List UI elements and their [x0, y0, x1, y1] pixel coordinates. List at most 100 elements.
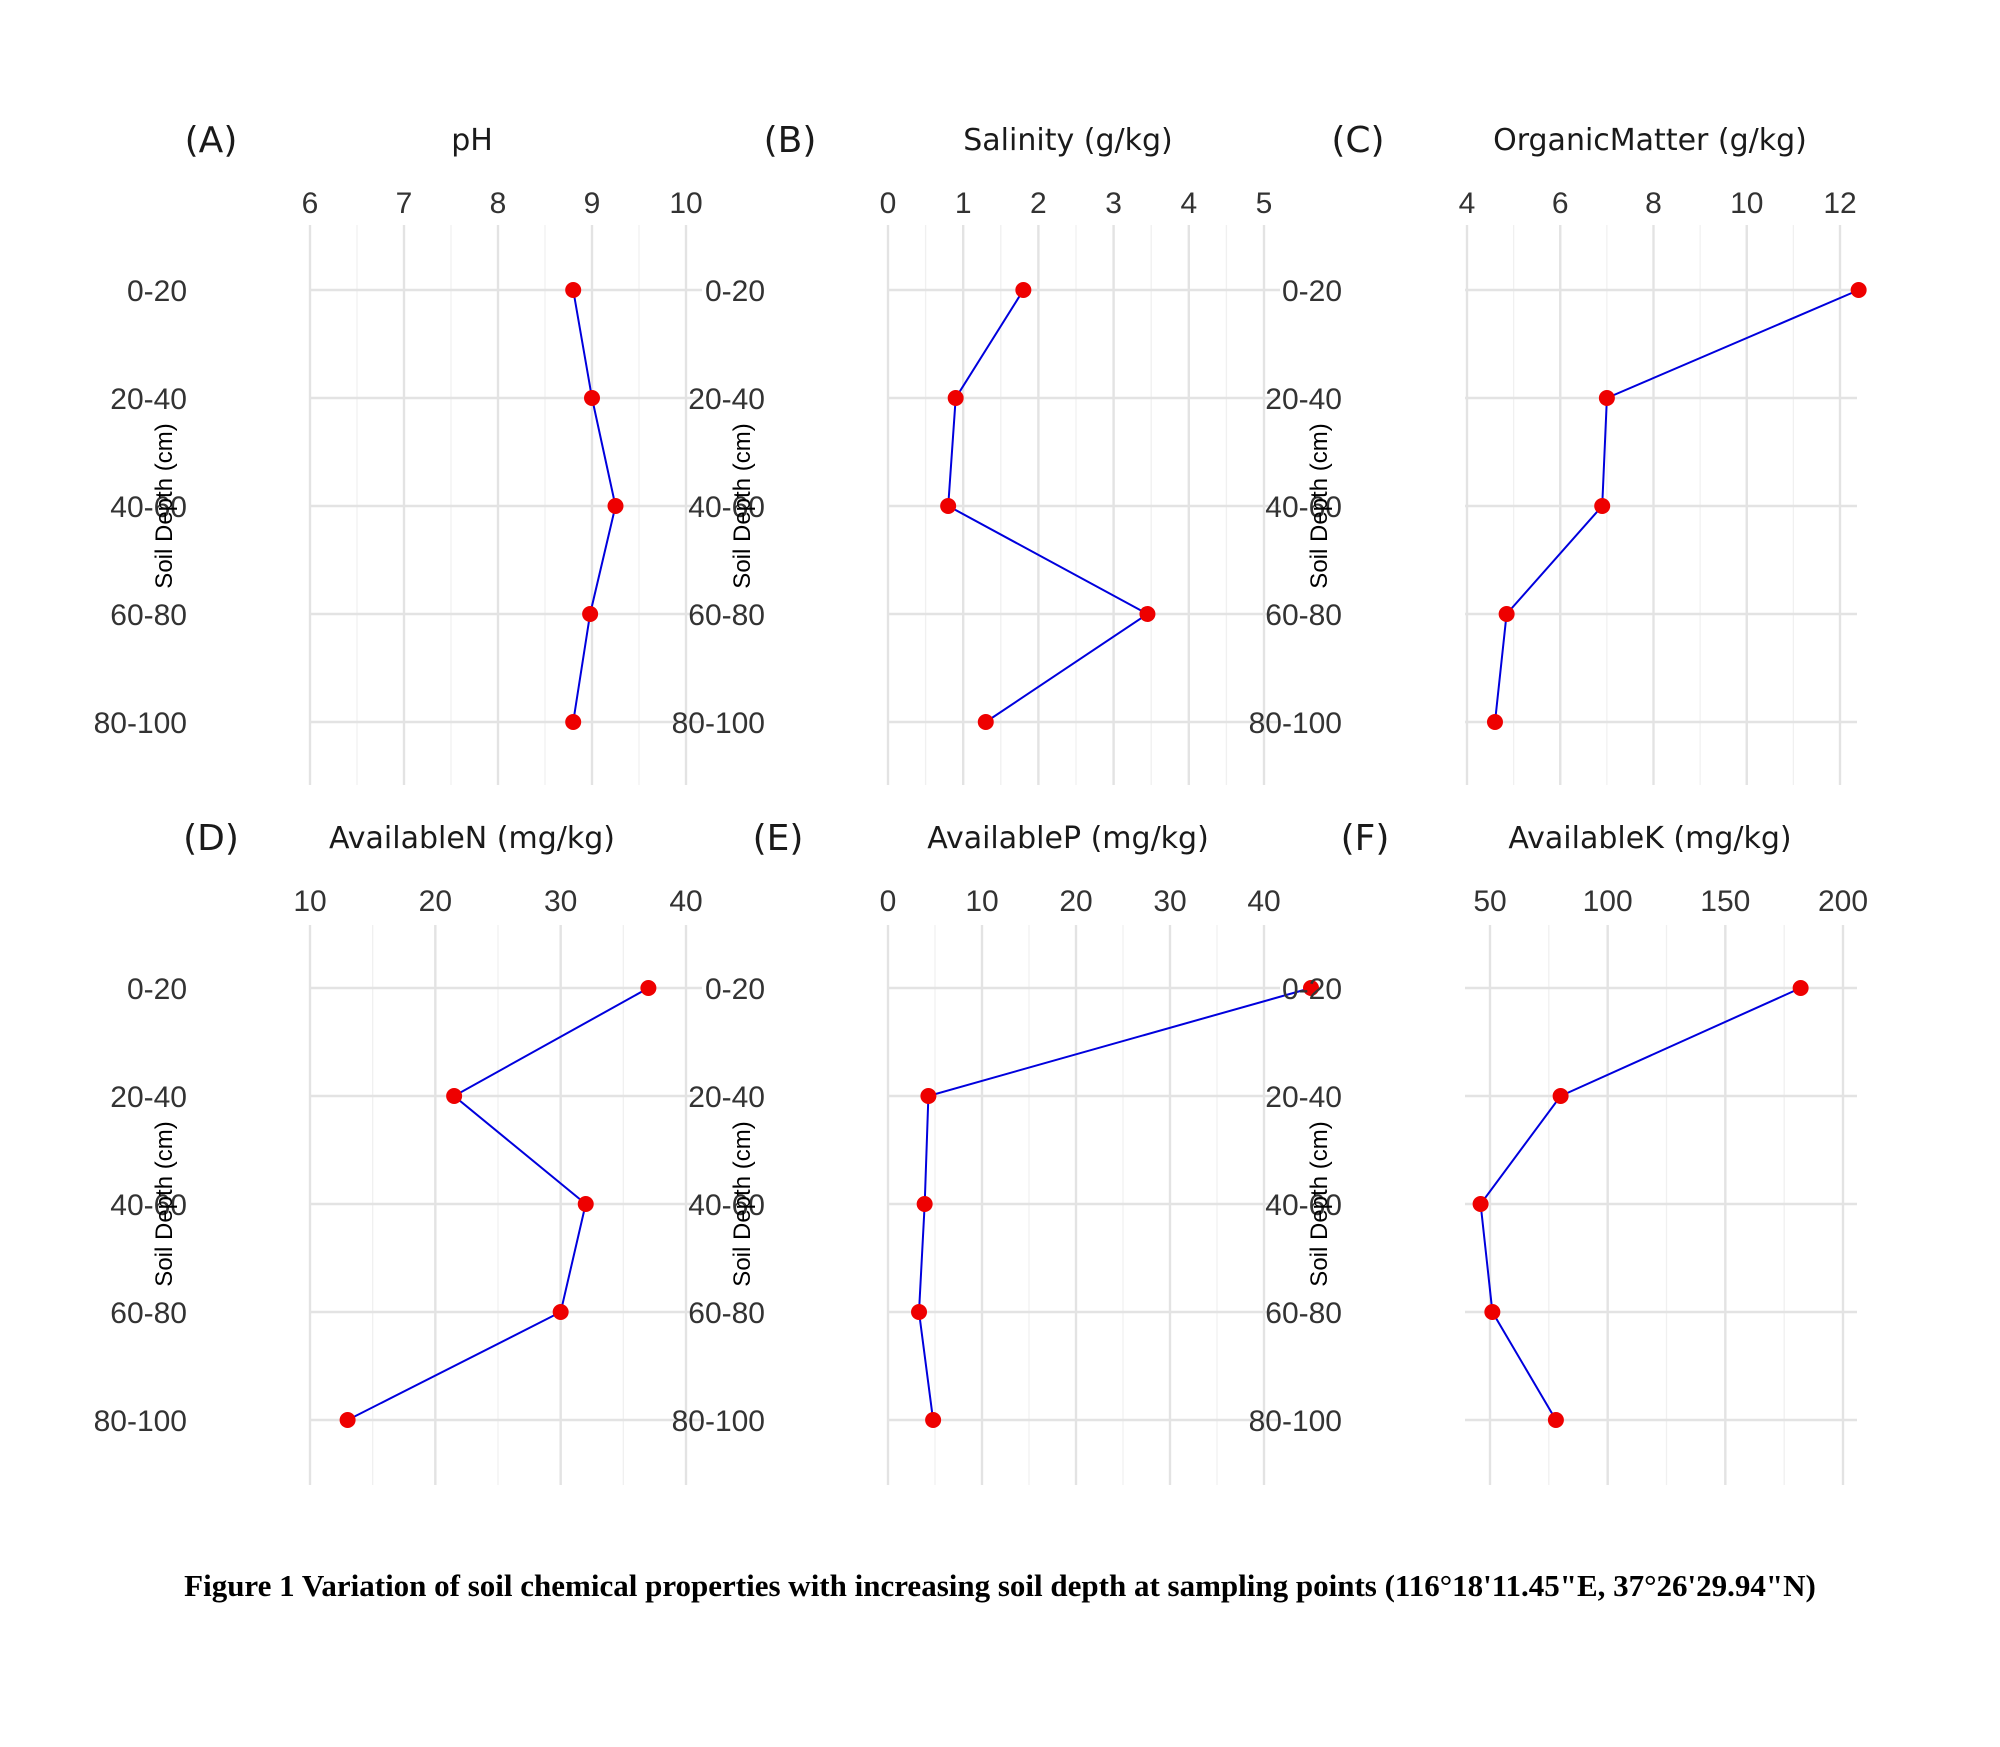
- y-tick-label: 0-20: [127, 275, 187, 308]
- y-tick-label: 80-100: [94, 1405, 187, 1438]
- data-point: [640, 980, 657, 996]
- x-tick-label: 5: [1256, 187, 1273, 220]
- x-tick-label: 4: [1180, 187, 1197, 220]
- data-point: [1486, 714, 1503, 730]
- x-tick-label: 20: [1059, 885, 1092, 918]
- x-tick-label: 0: [880, 187, 897, 220]
- data-point: [1015, 282, 1032, 298]
- y-tick-label: 80-100: [1249, 1405, 1342, 1438]
- panel-title: AvailableN (mg/kg): [329, 821, 615, 856]
- data-point: [446, 1088, 463, 1104]
- data-point: [925, 1412, 942, 1428]
- x-tick-label: 6: [302, 187, 319, 220]
- x-tick-label: 30: [544, 885, 577, 918]
- x-tick-label: 100: [1583, 885, 1633, 918]
- y-tick-label: 60-80: [110, 1297, 187, 1330]
- x-tick-label: 9: [584, 187, 601, 220]
- x-tick-label: 2: [1030, 187, 1047, 220]
- x-tick-label: 7: [396, 187, 413, 220]
- data-point: [552, 1304, 569, 1320]
- y-tick-label: 20-40: [688, 383, 765, 416]
- y-tick-label: 20-40: [1265, 383, 1342, 416]
- y-tick-label: 20-40: [110, 1081, 187, 1114]
- y-axis-title: Soil Depth (cm): [729, 1121, 756, 1286]
- y-axis-title: Soil Depth (cm): [1306, 423, 1333, 588]
- panel-d: 10 20 30 40 0-20 20-40 40-60 60-80 80-100 (D) Avai…: [94, 818, 703, 1485]
- y-tick-label: 80-100: [672, 707, 765, 740]
- data-point: [920, 1088, 937, 1104]
- y-tick-label: 40-60: [688, 491, 765, 524]
- panel-title: pH: [451, 123, 493, 158]
- y-axis-title: Soil Depth (cm): [1306, 1121, 1333, 1286]
- data-point: [940, 498, 957, 514]
- data-point: [977, 714, 994, 730]
- x-tick-label: 10: [1730, 187, 1763, 220]
- x-tick-label: 0: [880, 885, 897, 918]
- panel-title: AvailableK (mg/kg): [1508, 821, 1791, 856]
- y-tick-label: 0-20: [705, 275, 765, 308]
- data-point: [584, 390, 600, 406]
- data-point: [607, 498, 624, 514]
- data-point: [1850, 282, 1867, 298]
- data-point: [1139, 606, 1156, 622]
- y-axis-title: Soil Depth (cm): [729, 423, 756, 588]
- x-tick-label: 20: [419, 885, 452, 918]
- x-tick-label: 40: [669, 885, 702, 918]
- x-tick-label: 12: [1823, 187, 1856, 220]
- data-point: [1303, 980, 1319, 996]
- x-tick-label: 150: [1700, 885, 1750, 918]
- y-tick-label: 40-60: [1265, 491, 1342, 524]
- y-tick-label: 0-20: [1282, 275, 1342, 308]
- panel-b: 0 1 2 3 4 5 0-20 20-40 40-60 60-80 80-100 (B) Salini…: [672, 120, 1280, 785]
- y-tick-label: 60-80: [1265, 1297, 1342, 1330]
- panel-letter: (C): [1331, 120, 1384, 161]
- x-tick-label: 8: [1645, 187, 1662, 220]
- y-tick-label: 20-40: [110, 383, 187, 416]
- x-tick-label: 10: [293, 885, 326, 918]
- y-tick-label: 20-40: [688, 1081, 765, 1114]
- panel-title: AvailableP (mg/kg): [927, 821, 1209, 856]
- x-tick-label: 4: [1459, 187, 1476, 220]
- data-point: [1498, 606, 1515, 622]
- x-tick-label: 50: [1473, 885, 1506, 918]
- data-point: [582, 606, 599, 622]
- data-point: [1547, 1412, 1564, 1428]
- x-tick-label: 40: [1247, 885, 1280, 918]
- y-axis-title: Soil Depth (cm): [151, 423, 178, 588]
- y-tick-label: 60-80: [688, 599, 765, 632]
- data-point: [947, 390, 964, 406]
- data-point: [1792, 980, 1809, 996]
- data-point: [577, 1196, 594, 1212]
- x-tick-label: 10: [669, 187, 702, 220]
- panel-letter: (A): [185, 120, 238, 161]
- panel-title: Salinity (g/kg): [963, 123, 1172, 158]
- data-point: [1594, 498, 1611, 514]
- data-point: [911, 1304, 928, 1320]
- panel-e: 0 10 20 30 40 0-20 20-40 40-60 60-80 80-100 (E) Ava…: [672, 818, 1319, 1485]
- panel-title: OrganicMatter (g/kg): [1493, 123, 1807, 158]
- y-tick-label: 60-80: [1265, 599, 1342, 632]
- data-point: [1472, 1196, 1489, 1212]
- y-tick-label: 40-60: [1265, 1189, 1342, 1222]
- x-tick-label: 8: [490, 187, 507, 220]
- panel-a: 6 7 8 9 10 0-20 20-40 40-60 60-80 80-100 (A) pH Soil…: [94, 120, 703, 785]
- data-point: [565, 282, 582, 298]
- y-tick-label: 0-20: [1282, 973, 1342, 1006]
- data-point: [1552, 1088, 1569, 1104]
- y-tick-label: 0-20: [127, 973, 187, 1006]
- y-axis-title: Soil Depth (cm): [151, 1121, 178, 1286]
- x-tick-label: 10: [965, 885, 998, 918]
- figure-caption: Figure 1 Variation of soil chemical prop…: [184, 1568, 1816, 1603]
- panel-letter: (D): [183, 818, 239, 859]
- x-tick-label: 1: [955, 187, 972, 220]
- x-tick-label: 200: [1818, 885, 1868, 918]
- y-tick-label: 80-100: [94, 707, 187, 740]
- y-tick-label: 40-60: [110, 491, 187, 524]
- y-tick-label: 0-20: [705, 973, 765, 1006]
- data-point: [565, 714, 582, 730]
- data-point: [1484, 1304, 1501, 1320]
- y-tick-label: 80-100: [672, 1405, 765, 1438]
- panel-f: 50 100 150 200 0-20 20-40 40-60 60-80 80-100 (F) A…: [1249, 818, 1868, 1485]
- data-point: [916, 1196, 933, 1212]
